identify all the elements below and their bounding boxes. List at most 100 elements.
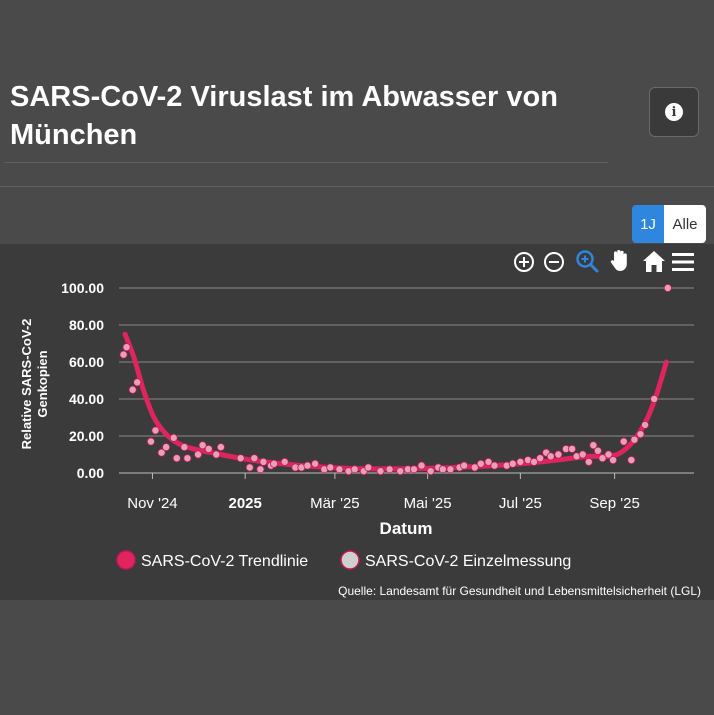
data-point[interactable] [151,426,160,435]
x-axis-title: Datum [380,519,433,538]
legend-points-label: SARS-CoV-2 Einzelmessung [365,553,571,570]
data-point[interactable] [630,435,639,444]
data-point[interactable] [335,465,344,474]
data-point[interactable] [508,459,517,468]
data-point[interactable] [303,461,312,470]
data-point[interactable] [490,461,499,470]
data-point[interactable] [133,378,142,387]
data-point[interactable] [157,448,166,457]
legend-item-trend[interactable]: SARS-CoV-2 Trendlinie [116,550,308,570]
legend-trend-label: SARS-CoV-2 Trendlinie [141,553,308,570]
data-point[interactable] [385,465,394,474]
data-point[interactable] [593,446,602,455]
legend-item-points[interactable]: SARS-CoV-2 Einzelmessung [340,550,571,570]
title-divider [4,162,608,163]
data-point[interactable] [650,394,659,403]
data-point[interactable] [438,465,447,474]
data-point[interactable] [162,443,171,452]
data-point[interactable] [146,437,155,446]
data-point[interactable] [245,463,254,472]
data-point[interactable] [609,456,618,465]
data-point[interactable] [236,454,245,463]
scatter-series [119,284,672,476]
data-point[interactable] [169,433,178,442]
data-point[interactable] [376,467,385,476]
data-point[interactable] [119,350,128,359]
data-point[interactable] [446,465,455,474]
data-point[interactable] [584,457,593,466]
data-point[interactable] [216,443,225,452]
legend-trend-swatch [116,550,136,570]
data-point[interactable] [180,443,189,452]
data-point[interactable] [604,450,613,459]
data-point[interactable] [536,454,545,463]
legend-points-swatch [340,550,360,570]
pan-hand-icon[interactable] [610,250,627,271]
data-point[interactable] [350,465,359,474]
y-axis-title-line1: Relative SARS-CoV-2 [19,319,34,450]
info-icon: i [665,103,683,121]
range-1j-button[interactable]: 1J [632,205,664,243]
data-point[interactable] [198,441,207,450]
data-point[interactable] [326,463,335,472]
range-selector: 1J Alle [632,205,706,243]
chart-panel: 100.00 80.00 60.00 40.00 20.00 0.00 Nov '24 20… [0,244,714,600]
data-point[interactable] [636,430,645,439]
data-point[interactable] [470,463,479,472]
data-point[interactable] [426,467,435,476]
data-point[interactable] [589,441,598,450]
data-point[interactable] [183,454,192,463]
data-point[interactable] [476,459,485,468]
data-point[interactable] [554,450,563,459]
data-point[interactable] [530,457,539,466]
zoom-in-icon[interactable] [514,252,534,272]
x-tick-label: Nov '24 [127,495,177,512]
home-icon[interactable] [643,251,665,272]
data-point[interactable] [311,459,320,468]
data-point[interactable] [259,457,268,466]
data-point[interactable] [546,452,555,461]
y-tick-label: 80.00 [69,317,104,333]
zoom-out-icon[interactable] [544,252,564,272]
data-point[interactable] [409,465,418,474]
x-axis-ticks: Nov '24 2025 Mär '25 Mai '25 Jul '25 Sep '25 [127,473,640,512]
data-point[interactable] [250,454,259,463]
data-point[interactable] [396,467,405,476]
info-button[interactable]: i [649,87,699,137]
y-axis-title-line2: Genkopien [35,350,50,417]
data-point[interactable] [641,420,650,429]
data-point[interactable] [270,459,279,468]
source-credit: Quelle: Landesamt für Gesundheit und Leb… [338,584,701,598]
legend: SARS-CoV-2 Trendlinie SARS-CoV-2 Einzelm… [116,550,571,570]
data-point[interactable] [598,454,607,463]
data-point[interactable] [194,450,203,459]
x-tick-label: 2025 [228,495,261,512]
chart: 100.00 80.00 60.00 40.00 20.00 0.00 Nov '24 20… [19,250,701,598]
data-point[interactable] [460,461,469,470]
data-point[interactable] [663,284,672,293]
data-point[interactable] [619,437,628,446]
data-point[interactable] [128,385,137,394]
data-point[interactable] [627,456,636,465]
range-alle-button[interactable]: Alle [664,205,706,243]
data-point[interactable] [417,461,426,470]
data-point[interactable] [212,450,221,459]
data-point[interactable] [256,465,265,474]
data-point[interactable] [172,454,181,463]
grid-lines [119,287,694,474]
y-tick-label: 20.00 [69,428,104,444]
data-point[interactable] [484,457,493,466]
data-point[interactable] [578,450,587,459]
section-divider [0,186,714,187]
data-point[interactable] [122,343,131,352]
data-point[interactable] [204,444,213,453]
data-point[interactable] [568,444,577,453]
y-tick-label: 60.00 [69,354,104,370]
zoom-select-icon[interactable] [576,250,599,273]
y-tick-label: 100.00 [61,280,104,296]
data-point[interactable] [280,457,289,466]
x-tick-label: Sep '25 [589,495,639,512]
data-point[interactable] [516,457,525,466]
data-point[interactable] [364,463,373,472]
menu-icon[interactable] [672,253,694,271]
